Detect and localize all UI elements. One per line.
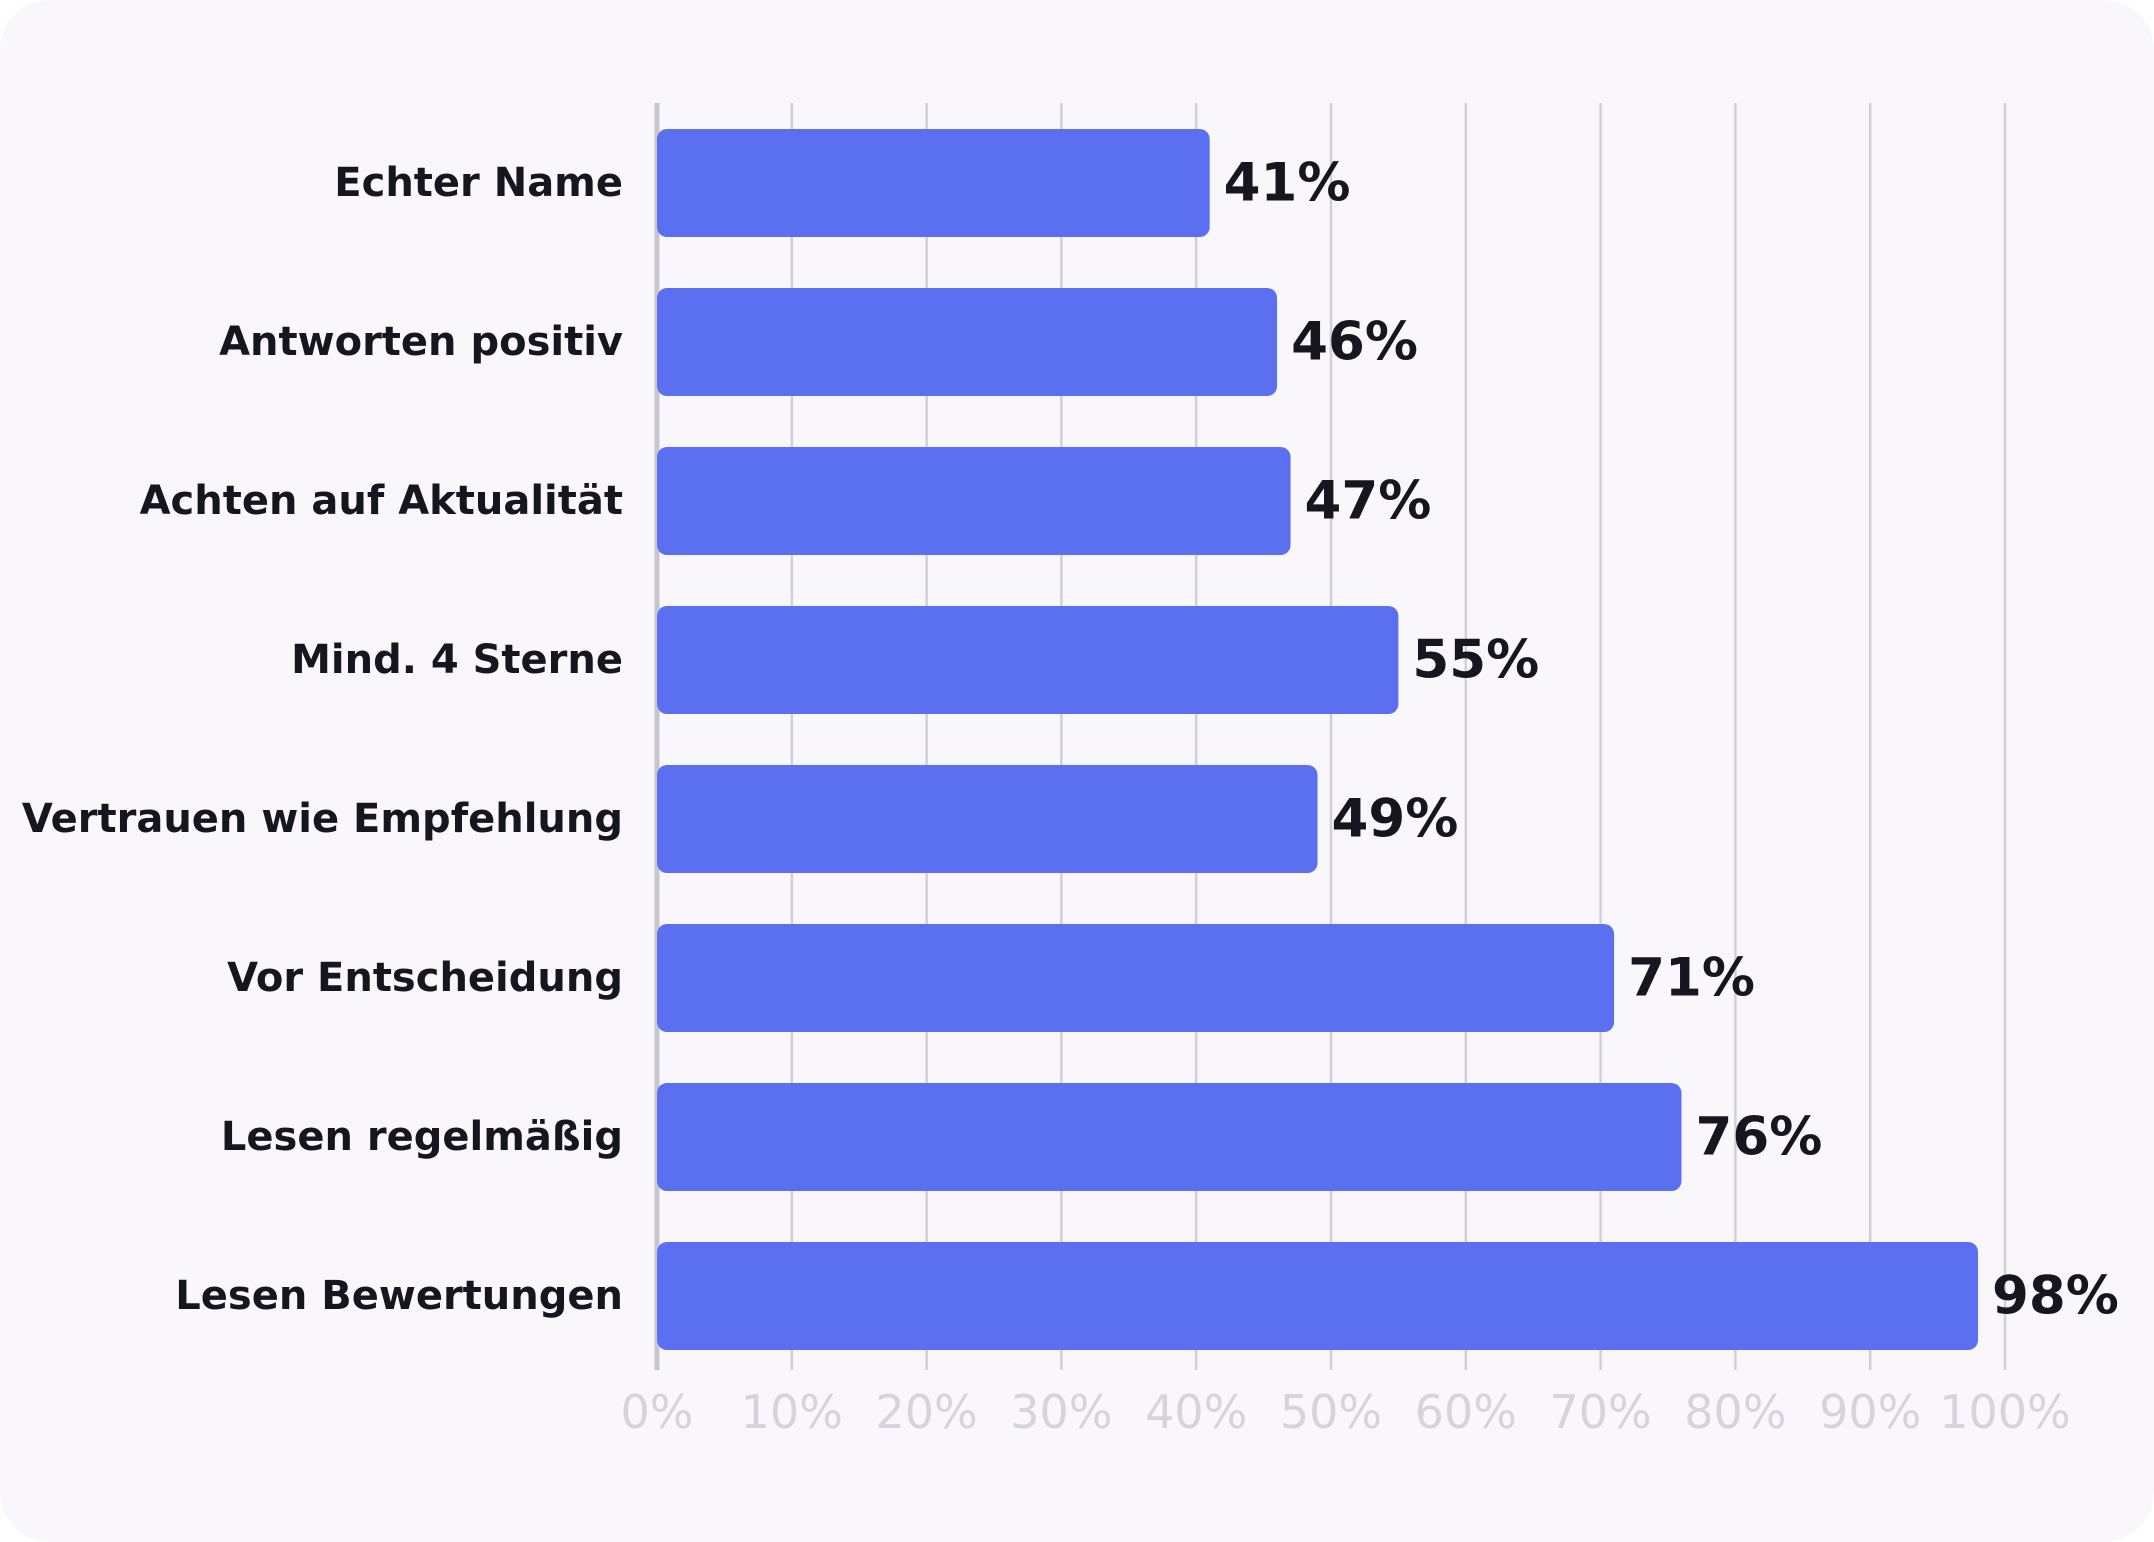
- category-label: Mind. 4 Sterne: [291, 637, 623, 683]
- bar: [657, 765, 1318, 873]
- x-tick-label: 100%: [1939, 1385, 2071, 1439]
- bar: [657, 1242, 1979, 1350]
- x-tick-label: 10%: [741, 1385, 843, 1439]
- category-label: Antworten positiv: [219, 319, 623, 365]
- x-tick-label: 70%: [1549, 1385, 1651, 1439]
- x-tick-label: 60%: [1415, 1385, 1517, 1439]
- bar: [657, 606, 1399, 714]
- x-tick-label: 90%: [1819, 1385, 1921, 1439]
- category-labels: Echter Name Antworten positiv Achten auf A…: [22, 160, 623, 1319]
- category-label: Vor Entscheidung: [227, 955, 623, 1001]
- value-label: 71%: [1628, 948, 1755, 1009]
- category-label: Echter Name: [334, 160, 623, 206]
- x-tick-label: 0%: [621, 1385, 694, 1439]
- category-label: Achten auf Aktualität: [140, 478, 623, 524]
- category-label: Lesen regelmäßig: [221, 1114, 623, 1160]
- value-label: 98%: [1992, 1266, 2119, 1327]
- bar: [657, 1083, 1682, 1191]
- bar: [657, 447, 1291, 555]
- value-label: 41%: [1224, 153, 1351, 214]
- value-label: 47%: [1305, 471, 1432, 532]
- category-label: Lesen Bewertungen: [175, 1273, 623, 1319]
- value-label: 76%: [1695, 1107, 1822, 1168]
- x-tick-labels: 0% 10% 20% 30% 40% 50% 60% 70% 80% 90% 100%: [621, 1385, 2071, 1439]
- value-label: 55%: [1412, 630, 1539, 691]
- x-tick-label: 80%: [1684, 1385, 1786, 1439]
- value-label: 49%: [1332, 789, 1459, 850]
- bar: [657, 129, 1210, 237]
- bar: [657, 288, 1278, 396]
- x-tick-label: 50%: [1280, 1385, 1382, 1439]
- category-label: Vertrauen wie Empfehlung: [22, 796, 623, 842]
- x-tick-label: 30%: [1010, 1385, 1112, 1439]
- x-tick-label: 20%: [875, 1385, 977, 1439]
- bar: [657, 924, 1615, 1032]
- x-tick-label: 40%: [1145, 1385, 1247, 1439]
- value-labels: 41% 46% 47% 55% 49% 71% 76% 98%: [1224, 153, 2119, 1327]
- value-label: 46%: [1291, 312, 1418, 373]
- bars: [657, 129, 1979, 1350]
